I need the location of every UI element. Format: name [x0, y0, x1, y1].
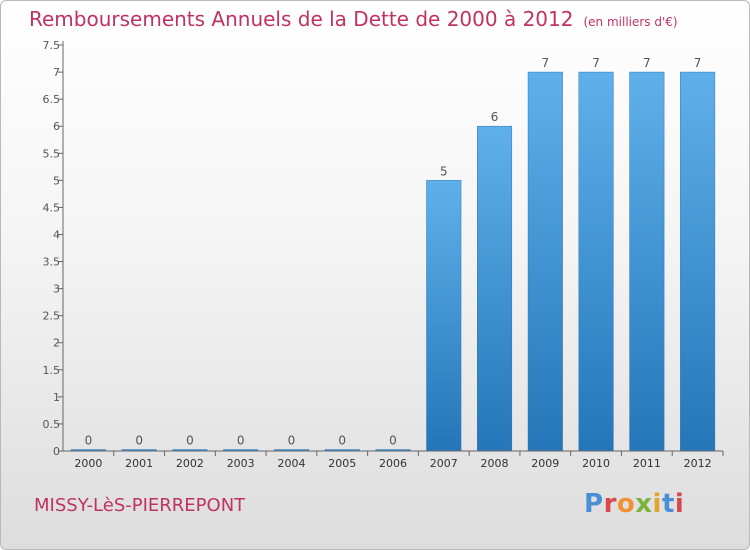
data-label-2008: 6: [491, 110, 499, 124]
bar-2010: [578, 71, 614, 452]
y-tick-label: 0: [53, 445, 60, 458]
chart-title: Remboursements Annuels de la Dette de 20…: [29, 7, 678, 31]
y-tick-label: 1: [53, 391, 60, 404]
y-tick-label: 4.5: [43, 201, 61, 214]
x-tick-label-2000: 2000: [74, 457, 102, 470]
x-tick-label-2006: 2006: [379, 457, 407, 470]
commune-name: MISSY-LèS-PIERREPONT: [34, 495, 246, 516]
x-axis: 2000 2001 2002 2003 2004 2005 2006 2007 2008 2009…: [63, 450, 724, 470]
data-label-2004: 0: [288, 434, 296, 448]
x-tick-label-2008: 2008: [481, 457, 509, 470]
y-tick-label: 2.5: [43, 310, 61, 323]
data-label-2007: 5: [440, 164, 448, 178]
data-label-2001: 0: [135, 434, 143, 448]
y-tick-label: 3: [53, 283, 60, 296]
x-tick-label-2002: 2002: [176, 457, 204, 470]
bar-2011: [629, 71, 665, 452]
y-axis: 0 0.5 1 1.5 2 2.5 3 3.5 4 4.5 5 5.5 6 6.5 7 7.5: [43, 39, 64, 458]
data-label-2010: 7: [592, 56, 600, 70]
bar-2007: [426, 180, 462, 452]
y-tick-label: 4: [53, 228, 60, 241]
logo-letter: r: [603, 489, 617, 519]
proxiti-logo: Proxiti: [584, 489, 684, 519]
y-tick-label: 2: [53, 337, 60, 350]
x-tick-label-2011: 2011: [633, 457, 661, 470]
y-tick-label: 0.5: [43, 418, 61, 431]
logo-letter: i: [652, 489, 662, 519]
y-tick-label: 6: [53, 120, 60, 133]
title-text: Remboursements Annuels de la Dette de 20…: [29, 7, 574, 31]
data-label-2011: 7: [643, 56, 651, 70]
y-tick-label: 5.5: [43, 147, 61, 160]
logo-letter: x: [635, 489, 653, 519]
data-label-2002: 0: [186, 434, 194, 448]
x-tick-label-2004: 2004: [277, 457, 305, 470]
x-tick-label-2009: 2009: [531, 457, 559, 470]
logo-letter: t: [661, 489, 675, 519]
y-tick-label: 1.5: [43, 364, 61, 377]
y-tick-label: 7: [53, 66, 60, 79]
data-label-2005: 0: [338, 434, 346, 448]
y-tick-label: 5: [53, 174, 60, 187]
logo-letter: i: [674, 489, 685, 519]
x-tick-label-2007: 2007: [430, 457, 458, 470]
bar-2008: [477, 125, 513, 452]
y-tick-label: 7.5: [43, 39, 61, 52]
data-label-2000: 0: [85, 434, 93, 448]
x-tick-label-2012: 2012: [684, 457, 712, 470]
data-label-2006: 0: [389, 434, 397, 448]
y-tick-label: 6.5: [43, 93, 61, 106]
x-tick-label-2001: 2001: [125, 457, 153, 470]
x-tick-label-2003: 2003: [227, 457, 255, 470]
y-tick-label: 3.5: [43, 256, 61, 269]
bar-2012: [680, 71, 716, 452]
bars: 0 0 0 0 0 0 0 5 6 7 7 7 7: [70, 56, 716, 452]
data-label-2012: 7: [694, 56, 702, 70]
data-label-2003: 0: [237, 434, 245, 448]
logo-letter: o: [616, 489, 636, 519]
x-tick-label-2005: 2005: [328, 457, 356, 470]
unit-label: (en milliers d'€): [583, 15, 678, 29]
bar-2009: [527, 71, 563, 452]
logo-letter: P: [584, 489, 604, 519]
x-tick-label-2010: 2010: [582, 457, 610, 470]
data-label-2009: 7: [541, 56, 549, 70]
